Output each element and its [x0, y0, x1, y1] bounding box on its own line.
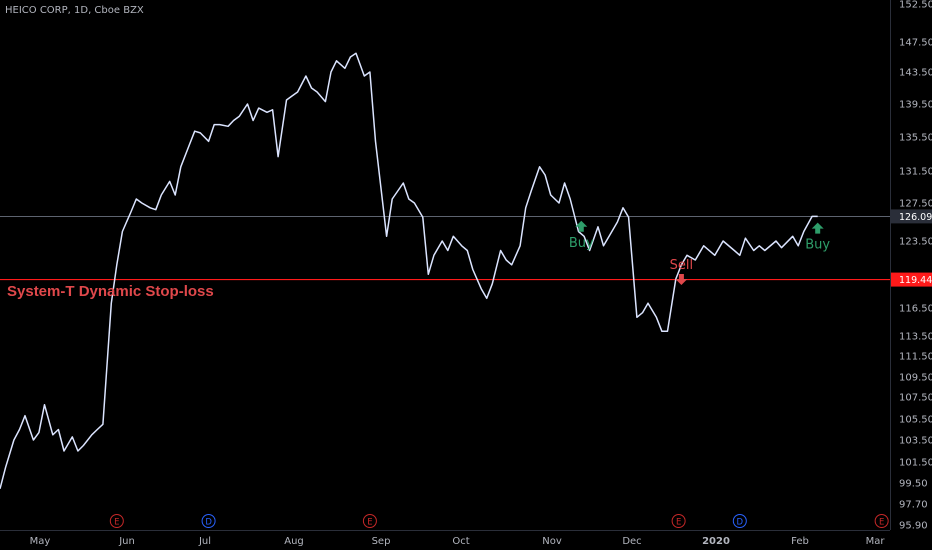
marker-label: E — [879, 518, 884, 528]
earnings-marker[interactable]: E — [671, 514, 686, 528]
price-tick-label: 131.50 — [899, 167, 932, 178]
price-tick-label: 135.50 — [899, 133, 932, 144]
price-tick-label: 103.50 — [899, 436, 932, 447]
signal-label: Buy — [569, 236, 594, 251]
price-tick-label: 152.50 — [899, 0, 932, 11]
price-tick-label: 147.50 — [899, 38, 932, 49]
time-tick-label: Jun — [118, 536, 135, 547]
price-tick-label: 111.50 — [899, 352, 932, 363]
time-tick-label: Nov — [542, 536, 562, 547]
price-tick-label: 143.50 — [899, 68, 932, 79]
marker-label: E — [114, 518, 119, 528]
time-tick-label: Oct — [452, 536, 469, 547]
dividend-marker[interactable]: D — [732, 514, 747, 528]
price-tick-label: 109.50 — [899, 373, 932, 384]
signal-markers: Buy Sell Buy — [569, 220, 830, 285]
price-tick-label: 95.90 — [899, 521, 928, 532]
price-tick-label: 99.50 — [899, 479, 928, 490]
marker-label: D — [205, 518, 212, 528]
marker-label: E — [676, 518, 681, 528]
price-badges: 126.09 119.44 — [891, 209, 932, 287]
price-tick-label: 107.50 — [899, 393, 932, 404]
price-tick-label: 97.70 — [899, 500, 928, 511]
earnings-icon — [874, 514, 889, 528]
symbol-title: HEICO CORP, 1D, Cboe BZX — [5, 5, 144, 16]
price-axis[interactable]: 152.50 147.50 143.50 139.50 135.50 131.50 127.… — [899, 0, 932, 532]
badge-background — [891, 209, 932, 224]
time-tick-label: 2020 — [702, 536, 730, 547]
earnings-icon — [362, 514, 377, 528]
signal-label: Sell — [670, 258, 693, 273]
time-tick-label: Mar — [866, 536, 886, 547]
marker-label: D — [737, 518, 744, 528]
time-tick-label: Feb — [791, 536, 809, 547]
dividend-icon — [732, 514, 747, 528]
time-axis[interactable]: May Jun Jul Aug Sep Oct Nov Dec 2020 Feb Mar — [30, 536, 886, 547]
earnings-icon — [671, 514, 686, 528]
stop-loss-label: System-T Dynamic Stop-loss — [7, 283, 214, 300]
badge-label: 119.44 — [899, 275, 932, 286]
last-price-badge: 126.09 — [891, 209, 932, 224]
sell-signal: Sell — [670, 258, 693, 285]
time-tick-label: Jul — [198, 536, 211, 547]
earnings-marker[interactable]: E — [362, 514, 377, 528]
time-tick-label: Dec — [622, 536, 641, 547]
signal-label: Buy — [805, 238, 830, 253]
up-arrow-icon — [811, 222, 824, 234]
badge-label: 126.09 — [899, 212, 932, 223]
time-tick-label: May — [30, 536, 51, 547]
price-tick-label: 127.50 — [899, 199, 932, 210]
dividend-icon — [201, 514, 216, 528]
earnings-marker[interactable]: E — [874, 514, 889, 528]
buy-signal: Buy — [569, 220, 594, 251]
price-tick-label: 101.50 — [899, 458, 932, 469]
earnings-icon — [109, 514, 124, 528]
badge-background — [891, 272, 932, 287]
dividend-marker[interactable]: D — [201, 514, 216, 528]
time-tick-label: Sep — [372, 536, 391, 547]
marker-label: E — [367, 518, 372, 528]
up-arrow-icon — [575, 220, 588, 232]
price-tick-label: 113.50 — [899, 332, 932, 343]
down-arrow-icon — [675, 274, 688, 285]
earnings-marker[interactable]: E — [109, 514, 124, 528]
buy-signal: Buy — [805, 222, 830, 253]
time-tick-label: Aug — [284, 536, 304, 547]
price-series-line — [0, 52, 818, 489]
price-tick-label: 116.50 — [899, 304, 932, 315]
price-tick-label: 139.50 — [899, 100, 932, 111]
price-tick-label: 105.50 — [899, 415, 932, 426]
stop-price-badge: 119.44 — [891, 272, 932, 287]
price-tick-label: 123.50 — [899, 237, 932, 248]
